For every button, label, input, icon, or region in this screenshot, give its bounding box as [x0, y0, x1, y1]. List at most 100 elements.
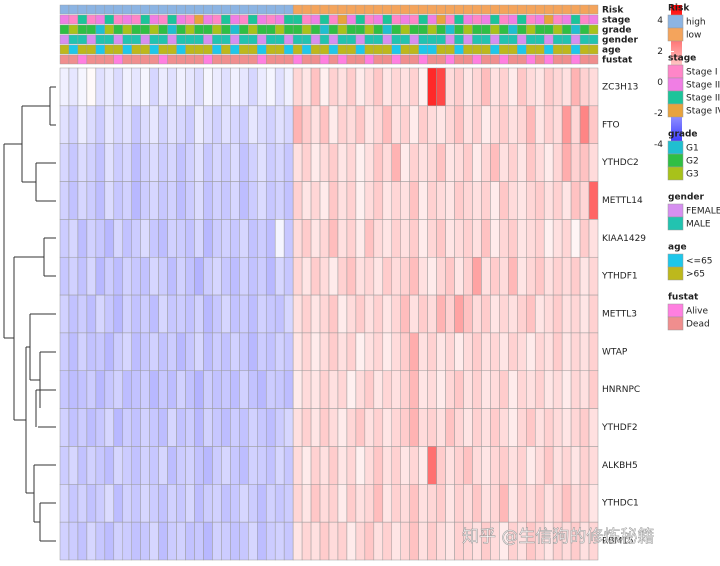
- heatmap-cell: [355, 294, 366, 334]
- annotation-cell: [221, 4, 231, 15]
- heatmap-cell: [337, 67, 348, 107]
- heatmap-cell: [301, 256, 312, 296]
- heatmap-cell: [534, 105, 545, 144]
- heatmap-cell: [140, 219, 150, 258]
- heatmap-cell: [257, 408, 267, 447]
- heatmap-cell: [149, 256, 159, 296]
- heatmap-cell: [185, 219, 195, 258]
- heatmap-cell: [481, 484, 491, 523]
- annotation-cell: [544, 34, 554, 45]
- annotation-cell: [588, 4, 599, 15]
- heatmap-cell: [337, 446, 348, 485]
- heatmap-cell: [310, 219, 321, 258]
- heatmap-cell: [248, 256, 258, 296]
- heatmap-cell: [158, 370, 168, 409]
- annotation-cell: [176, 24, 186, 35]
- heatmap-cell: [481, 446, 491, 485]
- heatmap-cell: [131, 181, 141, 220]
- heatmap-cell: [552, 408, 563, 447]
- heatmap-cell: [481, 143, 491, 182]
- annotation-cell: [535, 44, 545, 55]
- heatmap-cell: [418, 484, 428, 523]
- heatmap-cell: [301, 332, 312, 372]
- heatmap-cell: [579, 370, 590, 409]
- annotation-cell: [373, 54, 384, 65]
- annotation-cell: [77, 34, 88, 45]
- heatmap-cell: [221, 370, 231, 409]
- annotation-cell: [499, 14, 509, 25]
- heatmap-cell: [543, 143, 554, 182]
- heatmap-cell: [364, 181, 375, 220]
- annotation-cell: [266, 24, 276, 35]
- annotation-cell: [544, 14, 554, 25]
- heatmap-cell: [499, 484, 509, 523]
- annotation-cell: [499, 24, 509, 35]
- heatmap-cell: [283, 256, 294, 296]
- heatmap-cell: [158, 408, 168, 447]
- row-label: METTL14: [602, 196, 643, 206]
- heatmap-cell: [104, 484, 115, 523]
- annotation-cell: [310, 34, 321, 45]
- annotation-cell: [158, 54, 168, 65]
- heatmap-cell: [561, 484, 572, 523]
- annotation-cell: [59, 4, 70, 15]
- heatmap-cell: [274, 256, 285, 296]
- annotation-cell: [131, 14, 141, 25]
- annotation-cell: [454, 14, 464, 25]
- heatmap-cell: [274, 219, 285, 258]
- annotation-cell: [77, 4, 88, 15]
- heatmap-cell: [490, 219, 500, 258]
- heatmap-cell: [248, 521, 258, 561]
- annotation-cell: [472, 44, 482, 55]
- heatmap-cell: [283, 143, 294, 182]
- heatmap-cell: [579, 484, 590, 523]
- heatmap-cell: [570, 484, 581, 523]
- heatmap-cell: [292, 521, 303, 561]
- annotation-cell: [122, 24, 132, 35]
- row-label: ZC3H13: [602, 82, 638, 92]
- annotation-cell: [77, 44, 88, 55]
- heatmap-cell: [337, 408, 348, 447]
- annotation-cell: [535, 34, 545, 45]
- heatmap-cell: [95, 105, 106, 144]
- heatmap-cell: [561, 332, 572, 372]
- heatmap-cell: [68, 446, 79, 485]
- heatmap-cell: [185, 105, 195, 144]
- heatmap-cell: [463, 294, 473, 334]
- heatmap-cell: [167, 294, 177, 334]
- legend-label: high: [686, 18, 706, 28]
- annotation-cell: [427, 24, 437, 35]
- heatmap-cell: [526, 294, 536, 334]
- heatmap-cell: [283, 105, 294, 144]
- annotation-cell: [418, 14, 428, 25]
- heatmap-cell: [409, 181, 419, 220]
- annotation-cell: [176, 4, 186, 15]
- heatmap-cell: [203, 521, 213, 561]
- heatmap-cell: [230, 256, 240, 296]
- annotation-cell: [167, 34, 177, 45]
- annotation-cell: [561, 54, 572, 65]
- annotation-cell: [95, 34, 106, 45]
- heatmap-cell: [588, 408, 599, 447]
- heatmap-cell: [257, 332, 267, 372]
- annotation-cell: [588, 24, 599, 35]
- heatmap-cell: [131, 256, 141, 296]
- heatmap-cell: [427, 294, 437, 334]
- heatmap-cell: [418, 67, 428, 107]
- heatmap-cell: [454, 294, 464, 334]
- annotation-cell: [346, 54, 357, 65]
- annotation-cell: [257, 4, 267, 15]
- heatmap-cell: [364, 446, 375, 485]
- annotation-cell: [570, 54, 581, 65]
- annotation-cell: [346, 44, 357, 55]
- heatmap-cell: [292, 219, 303, 258]
- heatmap-cell: [499, 143, 509, 182]
- heatmap-cell: [346, 408, 357, 447]
- annotation-cell: [283, 44, 294, 55]
- heatmap-cell: [86, 484, 97, 523]
- annotation-cell: [337, 34, 348, 45]
- legend-swatch: [667, 103, 684, 118]
- heatmap-cell: [265, 256, 276, 296]
- heatmap-cell: [588, 181, 599, 220]
- annotation-cell: [301, 4, 312, 15]
